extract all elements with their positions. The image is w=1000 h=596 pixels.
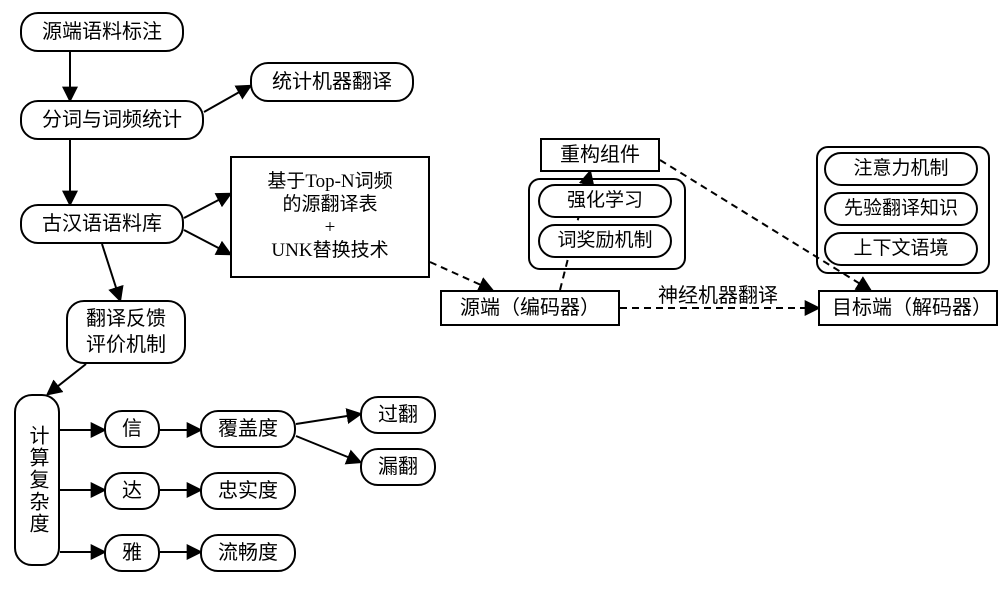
topn-line1: 基于Top-N词频 (267, 171, 392, 194)
node-attention: 注意力机制 (824, 152, 978, 186)
nmt-label: 神经机器翻译 (658, 284, 778, 307)
topn-plus: + (325, 217, 336, 240)
node-feedback: 翻译反馈评价机制 (66, 300, 186, 364)
topn-unk: UNK替换技术 (271, 240, 388, 263)
node-decoder: 目标端（解码器） (818, 290, 998, 326)
node-corpus: 古汉语语料库 (20, 204, 184, 244)
node-xin: 信 (104, 410, 160, 448)
topn-line2: 的源翻译表 (282, 194, 377, 217)
node-ya: 雅 (104, 534, 160, 572)
node-segmentation: 分词与词频统计 (20, 100, 204, 140)
node-over: 过翻 (360, 396, 436, 434)
node-word-reward: 词奖励机制 (538, 224, 672, 258)
node-da: 达 (104, 472, 160, 510)
node-fluency: 流畅度 (200, 534, 296, 572)
node-smt: 统计机器翻译 (250, 62, 414, 102)
node-source-annotation: 源端语料标注 (20, 12, 184, 52)
node-coverage: 覆盖度 (200, 410, 296, 448)
node-context: 上下文语境 (824, 232, 978, 266)
node-encoder: 源端（编码器） (440, 290, 620, 326)
node-topn-box: 基于Top-N词频 的源翻译表 + UNK替换技术 (230, 156, 430, 278)
node-under: 漏翻 (360, 448, 436, 486)
node-reconstruct: 重构组件 (540, 138, 660, 172)
node-prior: 先验翻译知识 (824, 192, 978, 226)
node-complexity: 计算复杂度 (14, 394, 60, 566)
node-rl: 强化学习 (538, 184, 672, 218)
node-fidelity: 忠实度 (200, 472, 296, 510)
